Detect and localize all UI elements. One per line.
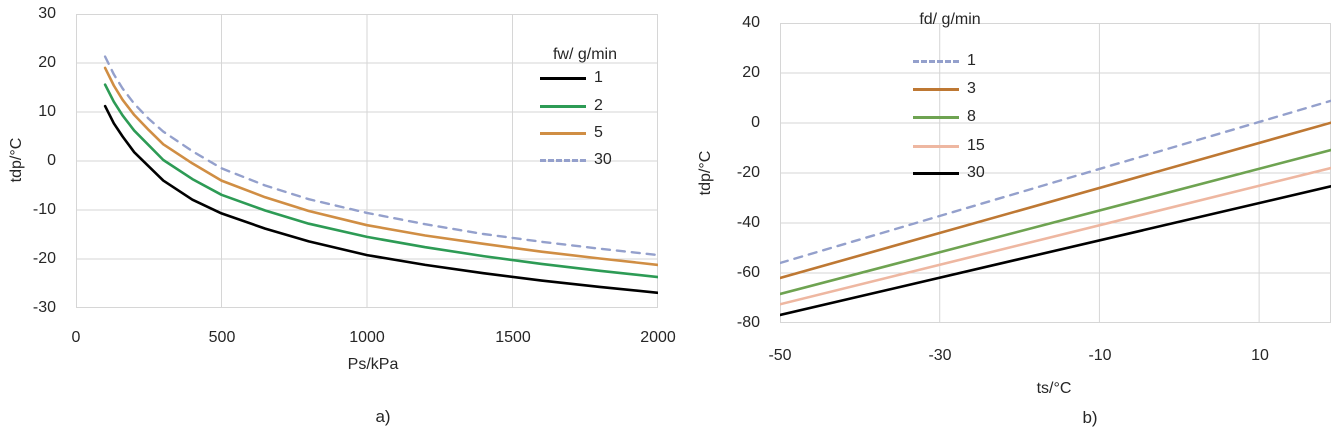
chart-a-x-axis-title: Ps/kPa — [347, 356, 399, 373]
dashed-line-swatch-icon — [913, 59, 959, 63]
line-swatch-icon — [540, 131, 586, 135]
chart-b-xtick: -10 — [1088, 347, 1112, 364]
chart-a-ytick: 10 — [38, 103, 56, 120]
chart-a-plot-area — [76, 14, 658, 308]
chart-b-ytick: -60 — [736, 264, 760, 281]
chart-b-xtick: -30 — [928, 347, 952, 364]
legend-item-label: 1 — [967, 52, 976, 69]
chart-a-y-axis-title: tdp/°C — [8, 137, 25, 183]
chart-b-ytick: 40 — [742, 14, 760, 31]
line-swatch-icon — [913, 171, 959, 175]
chart-a-xtick: 2000 — [640, 329, 676, 346]
chart-b-ytick: -20 — [736, 164, 760, 181]
dashed-line-swatch-icon — [540, 158, 586, 162]
line-swatch-icon — [540, 104, 586, 108]
legend-item-fw-5: 5 — [540, 123, 603, 143]
legend-item-fw-2: 2 — [540, 96, 603, 116]
legend-item-label: 15 — [967, 137, 985, 154]
chart-b-y-axis-title: tdp/°C — [697, 150, 714, 196]
chart-a-xtick: 1500 — [495, 329, 531, 346]
legend-item-label: 5 — [594, 124, 603, 141]
chart-b-ytick: 20 — [742, 64, 760, 81]
chart-a-ytick: 0 — [47, 152, 56, 169]
chart-b-x-axis-title: ts/°C — [1036, 380, 1072, 397]
chart-b-ytick: -40 — [736, 214, 760, 231]
chart-a-xtick: 1000 — [349, 329, 385, 346]
chart-b-ytick: 0 — [751, 114, 760, 131]
legend-item-label: 30 — [594, 151, 612, 168]
chart-a-caption: a) — [375, 407, 391, 426]
line-swatch-icon — [913, 144, 959, 148]
legend-item-fw-1: 1 — [540, 68, 603, 88]
chart-a-xtick: 0 — [71, 329, 81, 346]
chart-a-ytick: -10 — [32, 201, 56, 218]
line-swatch-icon — [913, 115, 959, 119]
legend-item-fd-3: 3 — [913, 79, 976, 99]
line-swatch-icon — [540, 76, 586, 80]
chart-a-xtick: 500 — [208, 329, 236, 346]
legend-item-label: 1 — [594, 69, 603, 86]
chart-b-legend-title: fd/ g/min — [919, 11, 981, 28]
chart-a-ytick: -30 — [32, 299, 56, 316]
legend-item-label: 3 — [967, 80, 976, 97]
legend-item-fd-15: 15 — [913, 136, 985, 156]
chart-a-ytick: 30 — [38, 5, 56, 22]
chart-a-ytick: -20 — [32, 250, 56, 267]
chart-b-xtick: 10 — [1251, 347, 1269, 364]
chart-b-xtick: -50 — [768, 347, 792, 364]
legend-item-fd-30: 30 — [913, 163, 985, 183]
legend-item-label: 30 — [967, 164, 985, 181]
chart-b-plot-area — [780, 23, 1331, 323]
chart-a-ytick: 20 — [38, 54, 56, 71]
legend-item-fd-1: 1 — [913, 51, 976, 71]
legend-item-fd-8: 8 — [913, 107, 976, 127]
chart-b-caption: b) — [1082, 408, 1098, 427]
legend-item-label: 8 — [967, 108, 976, 125]
chart-b-ytick: -80 — [736, 314, 760, 331]
chart-a-legend-title: fw/ g/min — [552, 46, 617, 63]
legend-item-fw-30: 30 — [540, 150, 612, 170]
line-swatch-icon — [913, 87, 959, 91]
legend-item-label: 2 — [594, 97, 603, 114]
